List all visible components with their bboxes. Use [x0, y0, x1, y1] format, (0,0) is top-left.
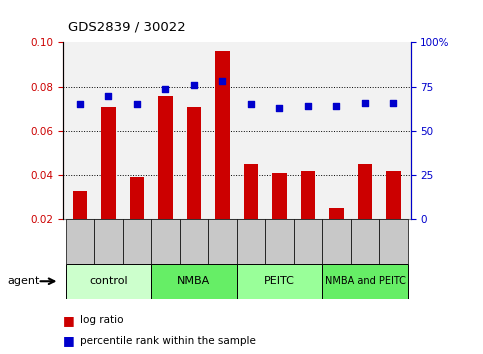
Bar: [101, 107, 115, 264]
Bar: [123, 219, 151, 264]
Bar: [294, 219, 322, 264]
Text: log ratio: log ratio: [80, 315, 123, 325]
Text: PEITC: PEITC: [264, 276, 295, 286]
Text: percentile rank within the sample: percentile rank within the sample: [80, 336, 256, 346]
Point: [276, 105, 284, 111]
Bar: [130, 177, 144, 264]
Bar: [272, 173, 286, 264]
Bar: [244, 164, 258, 264]
Bar: [151, 264, 237, 299]
Point: [76, 102, 84, 107]
Point: [304, 103, 312, 109]
Point: [333, 103, 341, 109]
Point: [218, 79, 226, 84]
Text: agent: agent: [7, 276, 40, 286]
Bar: [66, 219, 94, 264]
Bar: [322, 219, 351, 264]
Bar: [66, 264, 151, 299]
Bar: [237, 264, 322, 299]
Bar: [151, 219, 180, 264]
Bar: [322, 264, 408, 299]
Point: [190, 82, 198, 88]
Bar: [215, 51, 229, 264]
Bar: [386, 171, 400, 264]
Bar: [73, 191, 87, 264]
Bar: [208, 219, 237, 264]
Bar: [351, 219, 379, 264]
Text: GDS2839 / 30022: GDS2839 / 30022: [68, 21, 185, 34]
Bar: [158, 96, 172, 264]
Bar: [329, 209, 343, 264]
Point: [104, 93, 112, 98]
Text: ■: ■: [63, 314, 74, 327]
Point: [361, 100, 369, 105]
Bar: [265, 219, 294, 264]
Bar: [237, 219, 265, 264]
Point: [161, 86, 169, 91]
Bar: [301, 171, 315, 264]
Point: [133, 102, 141, 107]
Bar: [180, 219, 208, 264]
Text: control: control: [89, 276, 128, 286]
Bar: [358, 164, 372, 264]
Bar: [187, 107, 201, 264]
Text: NMBA: NMBA: [177, 276, 211, 286]
Text: NMBA and PEITC: NMBA and PEITC: [325, 276, 405, 286]
Bar: [94, 219, 123, 264]
Point: [390, 100, 398, 105]
Text: ■: ■: [63, 334, 74, 347]
Bar: [379, 219, 408, 264]
Point: [247, 102, 255, 107]
